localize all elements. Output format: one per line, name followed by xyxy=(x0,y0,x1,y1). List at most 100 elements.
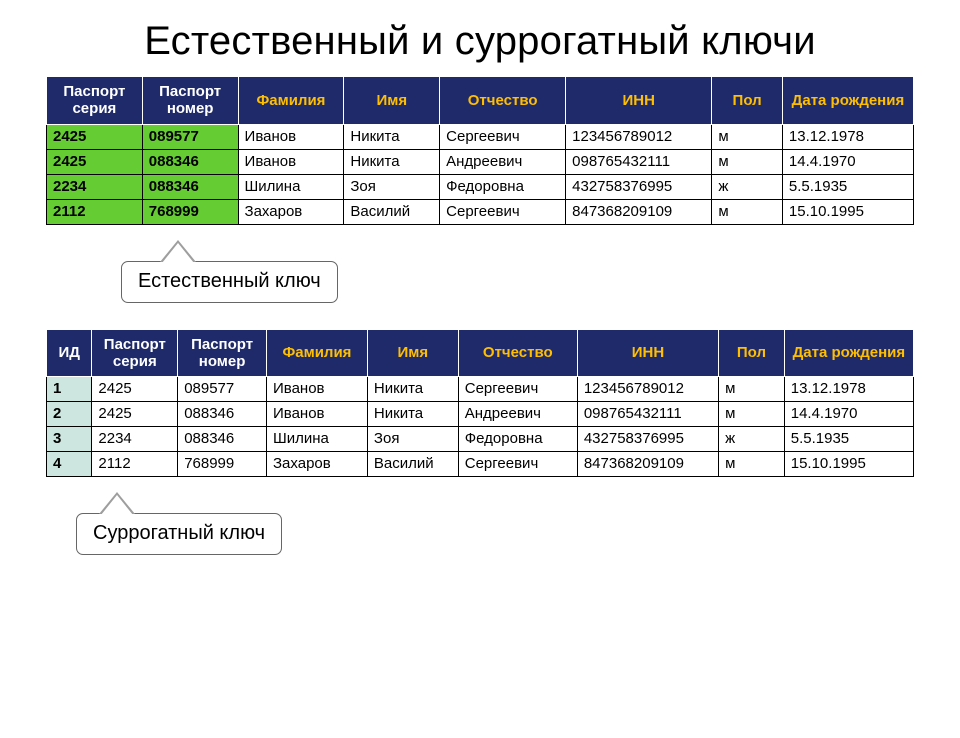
table-cell: 089577 xyxy=(178,377,267,402)
table-row: 2234088346ШилинаЗояФедоровна432758376995… xyxy=(47,174,914,199)
table-cell: 847368209109 xyxy=(577,452,718,477)
callout-surrogate: Суррогатный ключ xyxy=(76,513,282,555)
callout-arrow-icon xyxy=(162,243,194,263)
table-cell: 2425 xyxy=(92,402,178,427)
table-cell: 768999 xyxy=(178,452,267,477)
table-cell: 5.5.1935 xyxy=(784,427,913,452)
table-header-row: ИДПаспорт серияПаспорт номерФамилияИмяОт… xyxy=(47,329,914,377)
callout-surrogate-wrap: Суррогатный ключ xyxy=(46,491,914,557)
table-cell: 13.12.1978 xyxy=(782,124,913,149)
callout-natural: Естественный ключ xyxy=(121,261,338,303)
table-cell: Андреевич xyxy=(458,402,577,427)
table-cell: ж xyxy=(712,174,783,199)
table-cell: м xyxy=(719,402,785,427)
table-cell: м xyxy=(719,452,785,477)
column-header: ИНН xyxy=(566,77,712,125)
table-cell: 089577 xyxy=(142,124,238,149)
table-cell: 123456789012 xyxy=(577,377,718,402)
table-row: 2425088346ИвановНикитаАндреевич098765432… xyxy=(47,149,914,174)
table-cell: м xyxy=(712,199,783,224)
table-cell: 2425 xyxy=(47,149,143,174)
table-cell: 847368209109 xyxy=(566,199,712,224)
column-header: Паспорт серия xyxy=(47,77,143,125)
table-cell: 14.4.1970 xyxy=(782,149,913,174)
table-cell: 088346 xyxy=(178,402,267,427)
table-cell: 14.4.1970 xyxy=(784,402,913,427)
table-cell: 098765432111 xyxy=(577,402,718,427)
table-cell: 432758376995 xyxy=(577,427,718,452)
column-header: Фамилия xyxy=(238,77,344,125)
callout-natural-wrap: Естественный ключ xyxy=(46,239,914,305)
table-cell: 088346 xyxy=(178,427,267,452)
table-cell: Сергеевич xyxy=(458,452,577,477)
column-header: Паспорт номер xyxy=(178,329,267,377)
column-header: Пол xyxy=(719,329,785,377)
table-cell: Никита xyxy=(367,402,458,427)
table-cell: 2112 xyxy=(92,452,178,477)
table-cell: 432758376995 xyxy=(566,174,712,199)
table-cell: Шилина xyxy=(238,174,344,199)
table-cell: Зоя xyxy=(344,174,440,199)
column-header: Имя xyxy=(344,77,440,125)
table-cell: Никита xyxy=(344,149,440,174)
table-cell: 15.10.1995 xyxy=(784,452,913,477)
table-cell: 13.12.1978 xyxy=(784,377,913,402)
table-cell: 15.10.1995 xyxy=(782,199,913,224)
table-cell: 2425 xyxy=(47,124,143,149)
table-cell: Иванов xyxy=(238,124,344,149)
callout-arrow-icon xyxy=(101,495,133,515)
table-cell: Иванов xyxy=(238,149,344,174)
column-header: Паспорт серия xyxy=(92,329,178,377)
slide: Естественный и суррогатный ключи Паспорт… xyxy=(0,18,960,738)
page-title: Естественный и суррогатный ключи xyxy=(46,18,914,64)
column-header: Пол xyxy=(712,77,783,125)
table-cell: 3 xyxy=(47,427,92,452)
table-cell: 2234 xyxy=(47,174,143,199)
table-cell: м xyxy=(712,149,783,174)
table-cell: 5.5.1935 xyxy=(782,174,913,199)
table-cell: 1 xyxy=(47,377,92,402)
table-cell: 2425 xyxy=(92,377,178,402)
table-row: 32234088346ШилинаЗояФедоровна43275837699… xyxy=(47,427,914,452)
table-cell: ж xyxy=(719,427,785,452)
callout-label: Естественный ключ xyxy=(138,270,321,292)
table-cell: Зоя xyxy=(367,427,458,452)
table-cell: Иванов xyxy=(267,377,368,402)
table-cell: Федоровна xyxy=(440,174,566,199)
table-row: 22425088346ИвановНикитаАндреевич09876543… xyxy=(47,402,914,427)
table-cell: 088346 xyxy=(142,149,238,174)
table-cell: 2234 xyxy=(92,427,178,452)
table-cell: 2 xyxy=(47,402,92,427)
column-header: Паспорт номер xyxy=(142,77,238,125)
table-cell: Василий xyxy=(344,199,440,224)
table-cell: м xyxy=(719,377,785,402)
table-cell: 088346 xyxy=(142,174,238,199)
table-row: 42112768999ЗахаровВасилийСергеевич847368… xyxy=(47,452,914,477)
table-row: 2112768999ЗахаровВасилийСергеевич8473682… xyxy=(47,199,914,224)
table-cell: 2112 xyxy=(47,199,143,224)
table-header-row: Паспорт серияПаспорт номерФамилияИмяОтче… xyxy=(47,77,914,125)
table-cell: Сергеевич xyxy=(458,377,577,402)
table-row: 2425089577ИвановНикитаСергеевич123456789… xyxy=(47,124,914,149)
callout-label: Суррогатный ключ xyxy=(93,522,265,544)
table-cell: 123456789012 xyxy=(566,124,712,149)
table-cell: Иванов xyxy=(267,402,368,427)
table-cell: Захаров xyxy=(267,452,368,477)
column-header: Отчество xyxy=(458,329,577,377)
table-cell: Сергеевич xyxy=(440,199,566,224)
column-header: Фамилия xyxy=(267,329,368,377)
column-header: ИД xyxy=(47,329,92,377)
table-row: 12425089577ИвановНикитаСергеевич12345678… xyxy=(47,377,914,402)
table-cell: 098765432111 xyxy=(566,149,712,174)
table-cell: Василий xyxy=(367,452,458,477)
table-cell: Шилина xyxy=(267,427,368,452)
table-cell: м xyxy=(712,124,783,149)
natural-key-table: Паспорт серияПаспорт номерФамилияИмяОтче… xyxy=(46,76,914,225)
table-cell: Федоровна xyxy=(458,427,577,452)
column-header: Дата рождения xyxy=(782,77,913,125)
column-header: Имя xyxy=(367,329,458,377)
table-cell: Никита xyxy=(367,377,458,402)
table-cell: Андреевич xyxy=(440,149,566,174)
table-cell: 4 xyxy=(47,452,92,477)
table-cell: Сергеевич xyxy=(440,124,566,149)
